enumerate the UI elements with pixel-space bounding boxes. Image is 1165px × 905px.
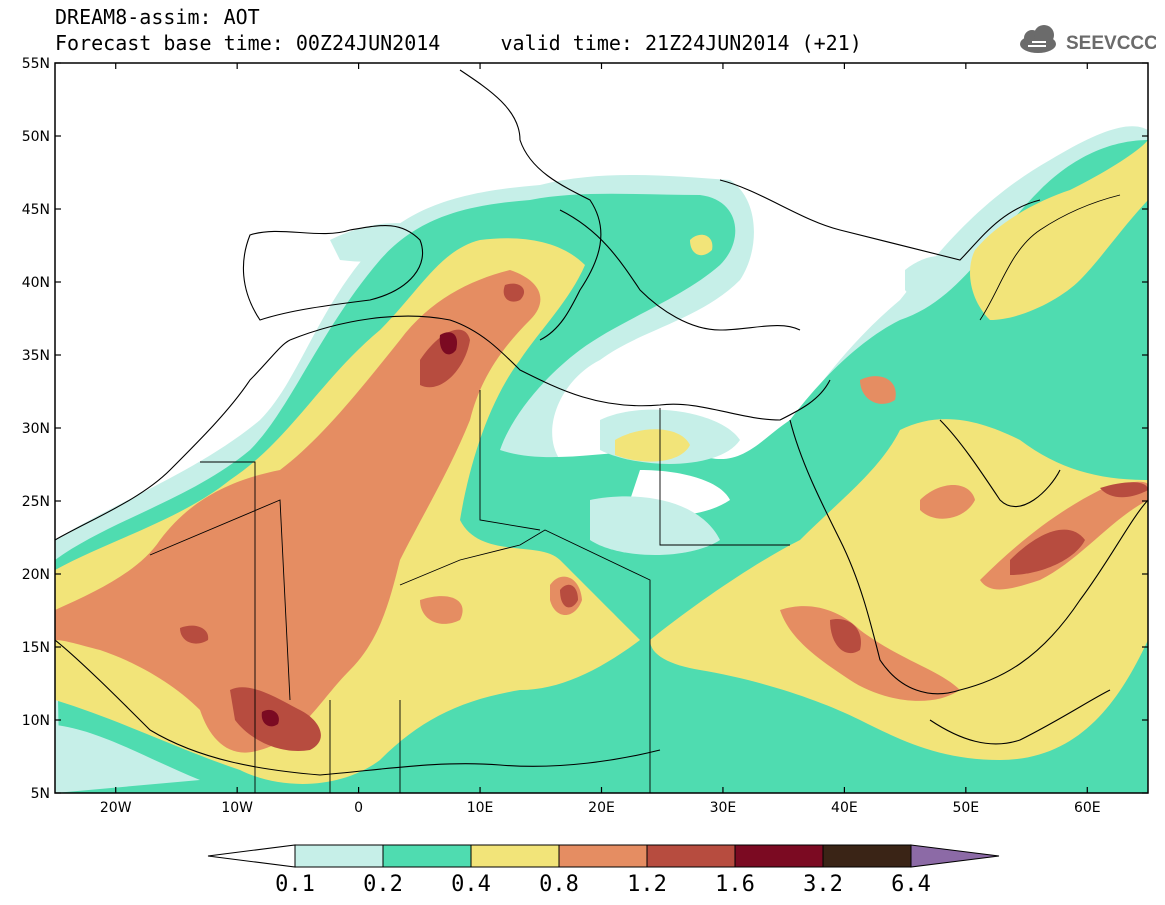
lat-label: 35N: [22, 348, 50, 364]
lat-label: 5N: [31, 786, 50, 802]
colorbar: 0.1 0.2 0.4 0.8 1.2 1.6 3.2 6.4: [207, 844, 1000, 897]
lon-label: 20W: [100, 800, 132, 816]
lon-label: 30E: [710, 800, 737, 816]
lon-label: 50E: [952, 800, 979, 816]
aot-field: [55, 63, 1148, 793]
lon-label: 40E: [831, 800, 858, 816]
colorbar-swatch: [294, 844, 384, 868]
colorbar-swatch: [558, 844, 648, 868]
aot-level-1.6: [261, 332, 458, 727]
lat-label: 20N: [22, 567, 50, 583]
lon-label: 0: [354, 800, 363, 816]
lon-label: 60E: [1074, 800, 1101, 816]
lon-label: 10W: [221, 800, 253, 816]
lon-label: 10E: [467, 800, 494, 816]
colorbar-level-label: 6.4: [891, 872, 931, 897]
colorbar-under-arrow: [207, 844, 296, 868]
forecast-time-line: Forecast base time: 00Z24JUN2014 valid t…: [55, 31, 862, 55]
colorbar-level-label: 0.8: [539, 872, 579, 897]
colorbar-level-label: 1.6: [715, 872, 755, 897]
lat-label: 30N: [22, 421, 50, 437]
lat-label: 40N: [22, 275, 50, 291]
colorbar-level-label: 3.2: [803, 872, 843, 897]
colorbar-level-label: 0.1: [275, 872, 315, 897]
lat-label: 55N: [22, 56, 50, 72]
colorbar-swatch: [734, 844, 824, 868]
lat-label: 50N: [22, 129, 50, 145]
colorbar-swatch: [646, 844, 736, 868]
lat-label: 10N: [22, 713, 50, 729]
map-title: DREAM8-assim: AOT: [55, 5, 260, 29]
colorbar-level-label: 1.2: [627, 872, 667, 897]
lat-label: 45N: [22, 202, 50, 218]
colorbar-swatch: [470, 844, 560, 868]
longitude-axis: 20W 10W 0 10E 20E 30E 40E 50E 60E: [100, 63, 1101, 816]
seevccc-logo: SEEVCCC: [1020, 25, 1156, 54]
lat-label: 15N: [22, 640, 50, 656]
colorbar-level-label: 0.4: [451, 872, 491, 897]
lat-label: 25N: [22, 494, 50, 510]
colorbar-level-label: 0.2: [363, 872, 403, 897]
latitude-axis: 55N 50N 45N 40N 35N 30N 25N 20N 15N 10N 5N: [22, 56, 1148, 802]
colorbar-over-arrow: [910, 844, 1000, 868]
colorbar-swatch: [382, 844, 472, 868]
lon-label: 20E: [588, 800, 615, 816]
colorbar-swatch: [822, 844, 912, 868]
cloud-icon: [1020, 25, 1056, 53]
coastlines-borders: [55, 69, 1148, 793]
logo-text: SEEVCCC: [1066, 33, 1156, 54]
